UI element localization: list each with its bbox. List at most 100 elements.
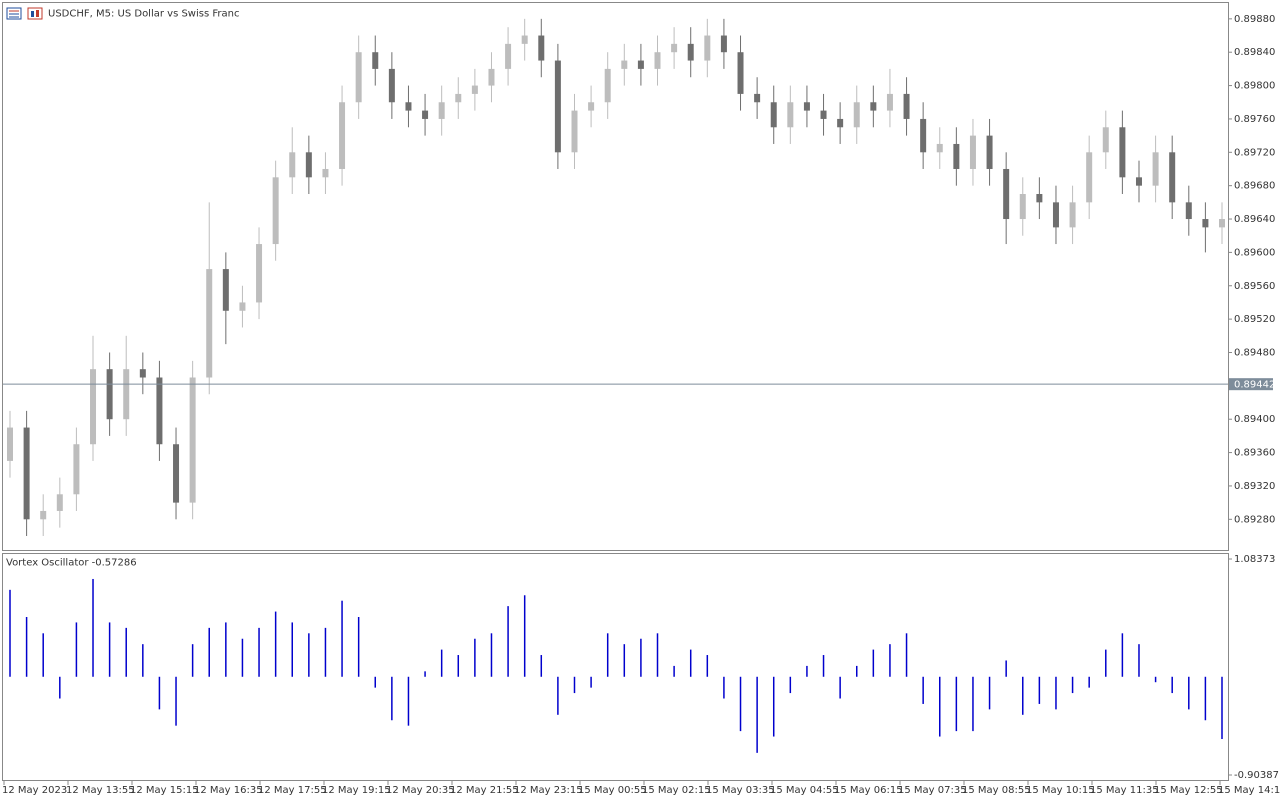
y-tick-label: -0.90387 <box>1234 770 1279 781</box>
candle-body <box>1003 168 1010 220</box>
x-tick-label: 12 May 23:15 <box>514 785 583 796</box>
x-tick-label: 15 May 04:55 <box>770 785 839 796</box>
candle-body <box>903 93 910 119</box>
y-tick-label: 0.89280 <box>1234 514 1275 525</box>
candle-body <box>1135 177 1142 186</box>
y-tick-label: 0.89360 <box>1234 448 1275 459</box>
candle-body <box>969 135 976 169</box>
y-tick-label: 0.89560 <box>1234 281 1275 292</box>
y-tick-label: 0.89520 <box>1234 314 1275 325</box>
candle-body <box>604 68 611 103</box>
candle-body <box>936 143 943 153</box>
y-tick-label: 0.89720 <box>1234 147 1275 158</box>
candle-body <box>571 110 578 153</box>
current-price-box <box>1229 378 1273 391</box>
candle-body <box>305 152 312 178</box>
candle-body <box>173 444 180 503</box>
candle-body <box>1185 202 1192 220</box>
x-tick-label: 15 May 14:15 <box>1218 785 1280 796</box>
x-tick-label: 15 May 07:35 <box>898 785 967 796</box>
y-tick-label: 0.89480 <box>1234 347 1275 358</box>
candle-body <box>206 269 213 378</box>
candle-body <box>355 52 362 103</box>
candle-body <box>1169 152 1176 203</box>
x-tick-label: 15 May 03:35 <box>706 785 775 796</box>
x-tick-label: 15 May 02:15 <box>642 785 711 796</box>
candle-body <box>687 43 694 61</box>
y-tick-label: 0.89600 <box>1234 247 1275 258</box>
x-tick-label: 12 May 16:35 <box>194 785 263 796</box>
candle-body <box>422 110 429 119</box>
y-tick-label: 0.89640 <box>1234 214 1275 225</box>
candle-body <box>90 369 97 445</box>
candle-body <box>521 35 528 44</box>
candle-body <box>920 118 927 153</box>
candle-body <box>272 177 279 245</box>
candle-body <box>853 102 860 128</box>
y-tick-label: 0.89400 <box>1234 414 1275 425</box>
candle-body <box>222 269 229 311</box>
icon <box>27 7 43 20</box>
candle-body <box>56 494 63 511</box>
candle-body <box>588 102 595 111</box>
x-tick-label: 15 May 11:35 <box>1090 785 1159 796</box>
candle-body <box>7 427 13 461</box>
y-tick-label: 0.89680 <box>1234 181 1275 192</box>
candle-body <box>438 102 445 119</box>
x-tick-label: 15 May 00:55 <box>578 785 647 796</box>
candle-body <box>803 102 810 111</box>
candle-body <box>471 85 478 94</box>
candle-body <box>322 168 329 178</box>
candle-body <box>1019 194 1026 220</box>
candle-body <box>405 102 412 111</box>
candle-body <box>637 60 644 69</box>
x-tick-label: 15 May 06:15 <box>834 785 903 796</box>
indicator-frame <box>2 553 1229 781</box>
candle-body <box>156 377 163 445</box>
candle-body <box>1202 219 1209 228</box>
x-tick-label: 15 May 10:15 <box>1026 785 1095 796</box>
candle-body <box>554 60 561 153</box>
candle-body <box>1119 127 1126 178</box>
candle-body <box>820 110 827 119</box>
candle-body <box>1219 219 1225 228</box>
y-tick-label: 0.89760 <box>1234 114 1275 125</box>
toolbar-icons <box>6 7 43 20</box>
x-tick-label: 15 May 12:55 <box>1154 785 1223 796</box>
candle-body <box>289 152 296 178</box>
candle-body <box>538 35 545 61</box>
candle-body <box>886 93 893 111</box>
icon <box>31 11 34 17</box>
x-tick-label: 12 May 20:35 <box>386 785 455 796</box>
candle-body <box>754 93 761 103</box>
candle-body <box>787 102 794 128</box>
x-tick-label: 12 May 13:55 <box>66 785 135 796</box>
candle-body <box>40 510 47 520</box>
icon <box>36 10 39 17</box>
y-tick-label: 0.89880 <box>1234 14 1275 25</box>
candle-body <box>505 43 512 69</box>
candle-body <box>837 118 844 128</box>
candle-body <box>870 102 877 111</box>
candle-body <box>1102 127 1109 153</box>
candle-body <box>704 35 711 61</box>
candle-body <box>488 68 495 86</box>
indicator-title: Vortex Oscillator -0.57286 <box>6 558 137 569</box>
y-tick-label: 0.89800 <box>1234 81 1275 92</box>
candle-body <box>1052 202 1059 228</box>
candle-body <box>1069 202 1076 228</box>
candle-body <box>720 35 727 53</box>
candle-body <box>953 143 960 169</box>
candle-body <box>1152 152 1159 186</box>
candle-body <box>139 369 146 378</box>
candle-body <box>455 93 462 103</box>
x-tick-label: 12 May 17:55 <box>258 785 327 796</box>
candle-body <box>1036 194 1043 203</box>
candle-body <box>737 52 744 94</box>
candle-body <box>189 377 196 503</box>
candle-body <box>123 369 130 420</box>
y-tick-label: 1.08373 <box>1234 554 1275 565</box>
candle-body <box>621 60 628 69</box>
